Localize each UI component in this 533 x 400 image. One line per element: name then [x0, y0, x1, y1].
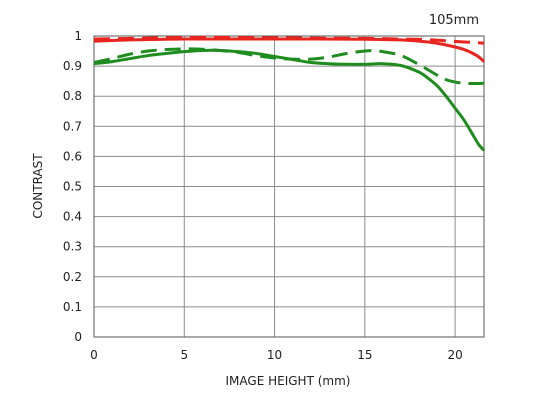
x-tick-label: 5 [180, 348, 188, 362]
tick-labels: 00.10.20.30.40.50.60.70.80.910 5 10 15 20 [63, 29, 463, 362]
y-tick-label: 0.7 [63, 119, 82, 133]
y-tick-label: 0.6 [63, 149, 82, 163]
y-tick-label: 1 [74, 29, 82, 43]
grid-lines [93, 35, 484, 338]
series-line-green-solid [93, 48, 486, 152]
series-line-green-dashed [93, 47, 485, 86]
y-tick-label: 0 [74, 330, 82, 344]
y-tick-label: 0.8 [63, 89, 82, 103]
y-tick-label: 0.9 [63, 59, 82, 73]
x-tick-label: 20 [447, 348, 462, 362]
plot-frame [93, 35, 485, 338]
x-tick-label: 15 [357, 348, 372, 362]
x-axis-label: IMAGE HEIGHT (mm) [226, 374, 351, 388]
x-tick-label: 0 [90, 348, 98, 362]
y-tick-label: 0.3 [63, 240, 82, 254]
series-group [93, 35, 486, 152]
y-axis-label: CONTRAST [31, 153, 45, 219]
series-line-red-dashed [93, 35, 485, 45]
y-tick-label: 0.4 [63, 210, 82, 224]
focal-length-label: 105mm [429, 13, 479, 28]
y-tick-label: 0.5 [63, 180, 82, 194]
y-tick-label: 0.1 [63, 300, 82, 314]
y-tick-label: 0.2 [63, 270, 82, 284]
x-tick-label: 10 [267, 348, 282, 362]
